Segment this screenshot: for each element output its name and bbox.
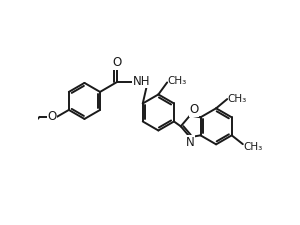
Text: CH₃: CH₃ <box>168 76 187 86</box>
Text: O: O <box>112 56 121 69</box>
Text: CH₃: CH₃ <box>243 142 262 152</box>
Text: NH: NH <box>132 74 150 88</box>
Text: O: O <box>190 103 199 116</box>
Text: CH₃: CH₃ <box>228 94 247 104</box>
Text: O: O <box>47 110 56 123</box>
Text: N: N <box>186 136 195 149</box>
